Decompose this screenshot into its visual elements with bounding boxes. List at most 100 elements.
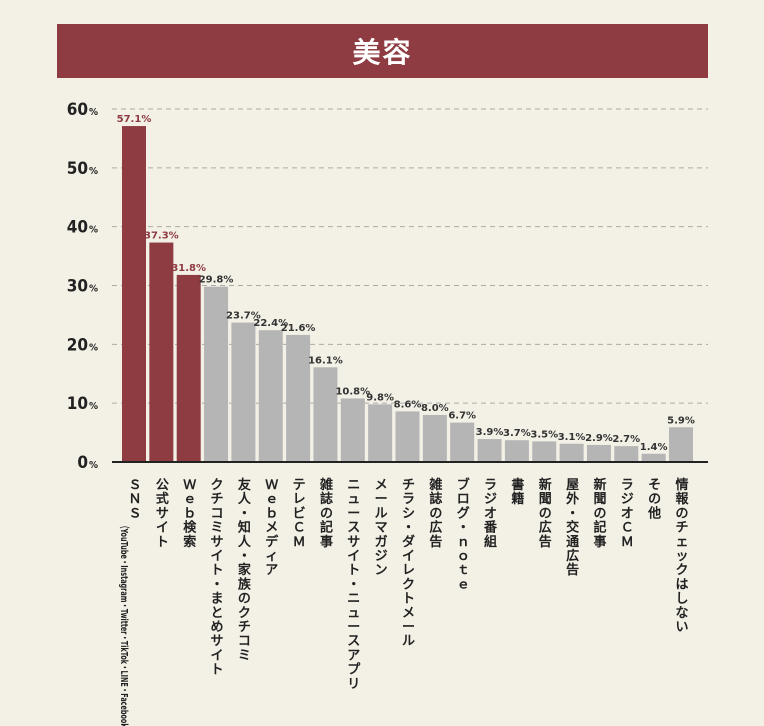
x-tick-label-char: ェ [675, 535, 688, 550]
x-tick-label-char: ビ [293, 505, 306, 521]
x-tick-label-char: サ [211, 634, 224, 649]
x-tick-label-char: イ [211, 549, 224, 564]
x-tick-label-char: ラ [402, 492, 415, 507]
x-tick-label-char: メ [265, 521, 278, 536]
x-tick-label-char: ｂ [265, 506, 278, 521]
x-tick-label-char: ル [375, 506, 388, 521]
data-label: 16.1% [308, 355, 343, 366]
x-tick-label-char: レ [293, 492, 306, 507]
x-tick-label-char: 聞 [593, 492, 606, 507]
x-tick-label-char: ュ [347, 606, 360, 621]
x-tick-label-char: の [429, 506, 442, 521]
x-tick-label-char: 告 [429, 534, 442, 550]
x-tick-label-char: ・ [402, 521, 415, 536]
y-tick-label: 0 [77, 453, 88, 473]
x-tick-label-char: ミ [238, 648, 251, 663]
x-tick-label-char: ル [402, 634, 415, 649]
bar [231, 322, 256, 462]
x-tick-label-char: は [675, 577, 688, 592]
x-tick-label-char: メ [402, 606, 415, 621]
x-tick-label-char: チ [238, 620, 251, 635]
x-tick-label-char: の [320, 506, 333, 521]
bar [422, 414, 447, 462]
x-tick-label-char: 交 [566, 520, 579, 536]
data-label: 9.8% [366, 392, 394, 403]
data-label: 57.1% [117, 114, 152, 125]
bar [559, 443, 584, 462]
x-tick-label-char: め [211, 620, 224, 635]
x-tick-label-char: 情 [675, 477, 688, 493]
x-tick-label-char: Ｍ [293, 535, 306, 550]
data-label: 3.1% [558, 432, 586, 443]
x-tick-label-char: レ [402, 563, 415, 578]
chart-title: 美容 [352, 36, 413, 69]
x-tick-label-char: ｅ [183, 492, 196, 507]
x-tick-label-char: Ｗ [183, 478, 196, 493]
x-tick-label-char: ロ [457, 492, 470, 507]
x-tick-label-char: ｏ [457, 549, 470, 564]
x-tick-label-char: ー [347, 620, 360, 635]
x-tick-label-char: 検 [183, 520, 197, 536]
data-label: 2.9% [585, 433, 613, 444]
x-tick-label-char: ニ [347, 478, 360, 493]
x-tick-label-char: Ｃ [293, 521, 306, 536]
x-tick-label-char: テ [293, 478, 306, 493]
y-tick-unit: % [89, 225, 98, 236]
y-tick-unit: % [89, 342, 98, 353]
bar [477, 439, 502, 462]
x-tick-label-char: 友 [238, 477, 251, 493]
x-tick-label-char: と [211, 606, 224, 621]
x-tick-label-char: 番 [483, 520, 498, 536]
x-tick-label-char: ト [156, 535, 169, 550]
bar [286, 334, 311, 462]
data-label: 2.7% [612, 434, 640, 445]
x-tick-label-char: 事 [593, 534, 606, 550]
x-tick-label-char: 籍 [510, 491, 524, 507]
x-tick-label-char: イ [211, 648, 224, 663]
x-tick-label-char: の [238, 592, 251, 607]
x-tick-label-char: イ [347, 549, 360, 564]
data-label: 8.0% [421, 403, 449, 414]
x-tick-label-char: 告 [566, 562, 579, 578]
data-label: 29.8% [199, 275, 234, 286]
x-tick-label-char: 新 [539, 477, 552, 493]
x-tick-label-char: Ｃ [621, 521, 634, 536]
y-tick-label: 50 [67, 159, 88, 179]
bar [669, 427, 693, 462]
x-tick-label-char: オ [621, 506, 634, 521]
x-tick-label-char: チ [211, 492, 224, 507]
x-tick-label-char: マ [375, 521, 388, 536]
x-tick-label-char: の [675, 506, 688, 521]
x-tick-label-char: 記 [320, 520, 333, 536]
x-tick-label-char: サ [156, 506, 169, 521]
x-tick-label-char: 族 [238, 576, 252, 592]
x-tick-label-char: 聞 [539, 492, 552, 507]
x-tick-label-char: 他 [647, 505, 661, 521]
x-tick-label-char: ン [375, 563, 388, 578]
bar [313, 367, 338, 462]
x-tick-label-char: Ｎ [128, 492, 141, 507]
data-label: 6.7% [448, 411, 476, 422]
x-tick-label-char: ト [402, 592, 415, 607]
x-tick-label-char: 索 [183, 534, 196, 550]
y-tick-label: 40 [67, 218, 88, 238]
x-tick-label-char: チ [402, 478, 415, 493]
x-tick-sublabel: （YouTube・Instagram・Twitter・TikTok・LINE・F… [118, 522, 131, 726]
x-tick-label-char: 公 [156, 478, 169, 493]
x-tick-label-char: ガ [375, 535, 388, 550]
x-tick-label-char: サ [211, 535, 224, 550]
x-tick-label-char: な [675, 606, 688, 621]
x-tick-label-char: ジ [621, 492, 634, 507]
x-tick-label-char: チ [675, 521, 688, 536]
x-tick-label-char: Ｍ [621, 535, 634, 550]
y-tick-unit: % [89, 107, 98, 118]
data-label: 3.9% [476, 427, 504, 438]
x-tick-label-char: ト [211, 663, 224, 678]
x-tick-label-char: 雑 [428, 477, 442, 493]
x-tick-label-char: ｎ [457, 535, 470, 550]
data-label: 1.4% [640, 442, 668, 453]
bar [258, 330, 283, 462]
x-tick-label-char: プ [347, 663, 361, 678]
x-tick-label-char: ま [211, 592, 224, 607]
